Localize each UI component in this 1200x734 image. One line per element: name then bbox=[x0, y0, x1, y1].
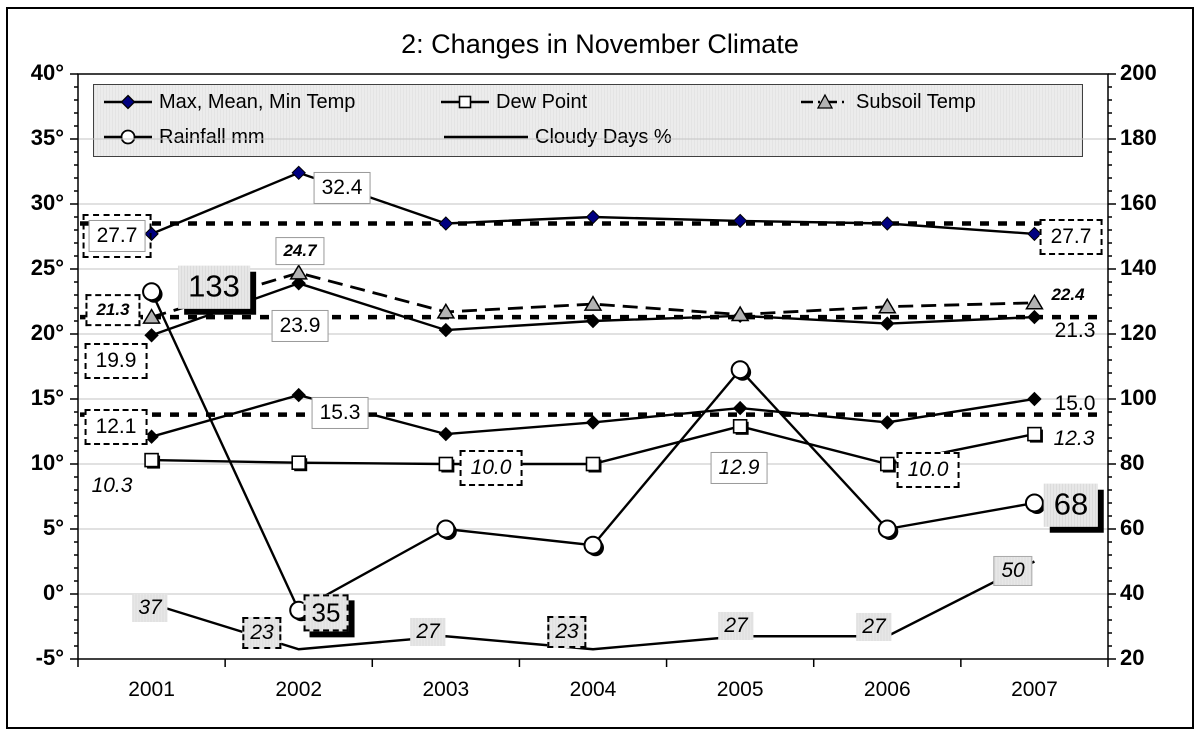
series-marker-dew-point bbox=[732, 418, 748, 434]
series-marker-dew-point bbox=[879, 456, 895, 472]
series-marker-min-temp bbox=[732, 400, 748, 416]
legend-item-subsoil-temp: Subsoil Temp bbox=[801, 91, 976, 113]
series-marker-rainfall-mm bbox=[583, 535, 603, 555]
series-marker-dew-point bbox=[1027, 426, 1042, 442]
series-marker-rainfall-mm bbox=[142, 282, 162, 302]
legend-rainfall-mm-icon bbox=[104, 129, 152, 145]
series-marker-subsoil-temp bbox=[730, 305, 750, 322]
legend-max-mean-min-temp-icon bbox=[104, 94, 152, 110]
series-marker-min-temp bbox=[438, 426, 454, 442]
legend-label: Max, Mean, Min Temp bbox=[159, 90, 356, 113]
series-marker-mean-temp bbox=[1027, 309, 1042, 325]
series-marker-mean-temp bbox=[438, 322, 454, 338]
series-marker-subsoil-temp bbox=[583, 295, 603, 311]
legend-item-max-mean-min-temp: Max, Mean, Min Temp bbox=[104, 91, 355, 113]
legend-label: Rainfall mm bbox=[159, 125, 265, 148]
series-marker-min-temp bbox=[144, 429, 159, 444]
series-marker-dew-point bbox=[291, 455, 307, 471]
figure-border bbox=[6, 7, 1194, 729]
series-marker-rainfall-mm bbox=[730, 360, 750, 380]
series-marker-mean-temp bbox=[585, 313, 601, 329]
series-marker-subsoil-temp bbox=[436, 302, 456, 319]
plot-border bbox=[77, 73, 1109, 660]
series-marker-subsoil-temp bbox=[142, 308, 161, 324]
series-marker-mean-temp bbox=[291, 276, 306, 291]
series-line-cloudy-days bbox=[151, 560, 1035, 651]
series-marker-rainfall-mm bbox=[436, 519, 456, 539]
series-marker-dew-point bbox=[438, 456, 454, 472]
series-marker-min-temp bbox=[880, 415, 895, 430]
legend-dew-point-icon bbox=[441, 95, 489, 109]
series-marker-mean-temp bbox=[880, 316, 895, 331]
series-marker-min-temp bbox=[585, 415, 601, 430]
series-marker-max-temp bbox=[1027, 226, 1042, 242]
series-marker-dew-point bbox=[144, 452, 159, 468]
legend-subsoil-temp-icon bbox=[801, 93, 849, 109]
series-marker-rainfall-mm bbox=[289, 600, 309, 620]
series-marker-subsoil-temp bbox=[289, 263, 309, 280]
legend-label: Subsoil Temp bbox=[856, 90, 976, 113]
series-marker-mean-temp bbox=[144, 328, 159, 343]
series-marker-max-temp bbox=[144, 226, 159, 242]
legend-label: Cloudy Days % bbox=[535, 125, 672, 148]
legend-item-cloudy-days: Cloudy Days % bbox=[444, 126, 672, 148]
series-marker-subsoil-temp bbox=[1025, 293, 1044, 310]
legend-item-dew-point: Dew Point bbox=[441, 91, 587, 113]
series-marker-max-temp bbox=[880, 216, 895, 231]
legend-item-rainfall-mm: Rainfall mm bbox=[104, 126, 265, 148]
series-marker-rainfall-mm bbox=[1024, 493, 1044, 513]
series-marker-max-temp bbox=[585, 209, 601, 225]
chart-title: 2: Changes in November Climate bbox=[401, 29, 799, 59]
series-marker-rainfall-mm bbox=[877, 519, 897, 539]
series-marker-max-temp bbox=[291, 165, 306, 181]
series-marker-max-temp bbox=[438, 216, 454, 231]
series-marker-max-temp bbox=[732, 213, 748, 229]
legend-cloudy-days-icon bbox=[444, 135, 528, 139]
series-marker-subsoil-temp bbox=[877, 297, 897, 314]
series-marker-dew-point bbox=[585, 456, 601, 472]
series-marker-min-temp bbox=[291, 387, 306, 403]
series-line-rainfall-mm bbox=[150, 291, 1035, 612]
legend: Max, Mean, Min Temp Dew Point Subsoil Temp… bbox=[93, 84, 1083, 157]
legend-label: Dew Point bbox=[496, 90, 588, 113]
series-marker-min-temp bbox=[1027, 391, 1042, 407]
